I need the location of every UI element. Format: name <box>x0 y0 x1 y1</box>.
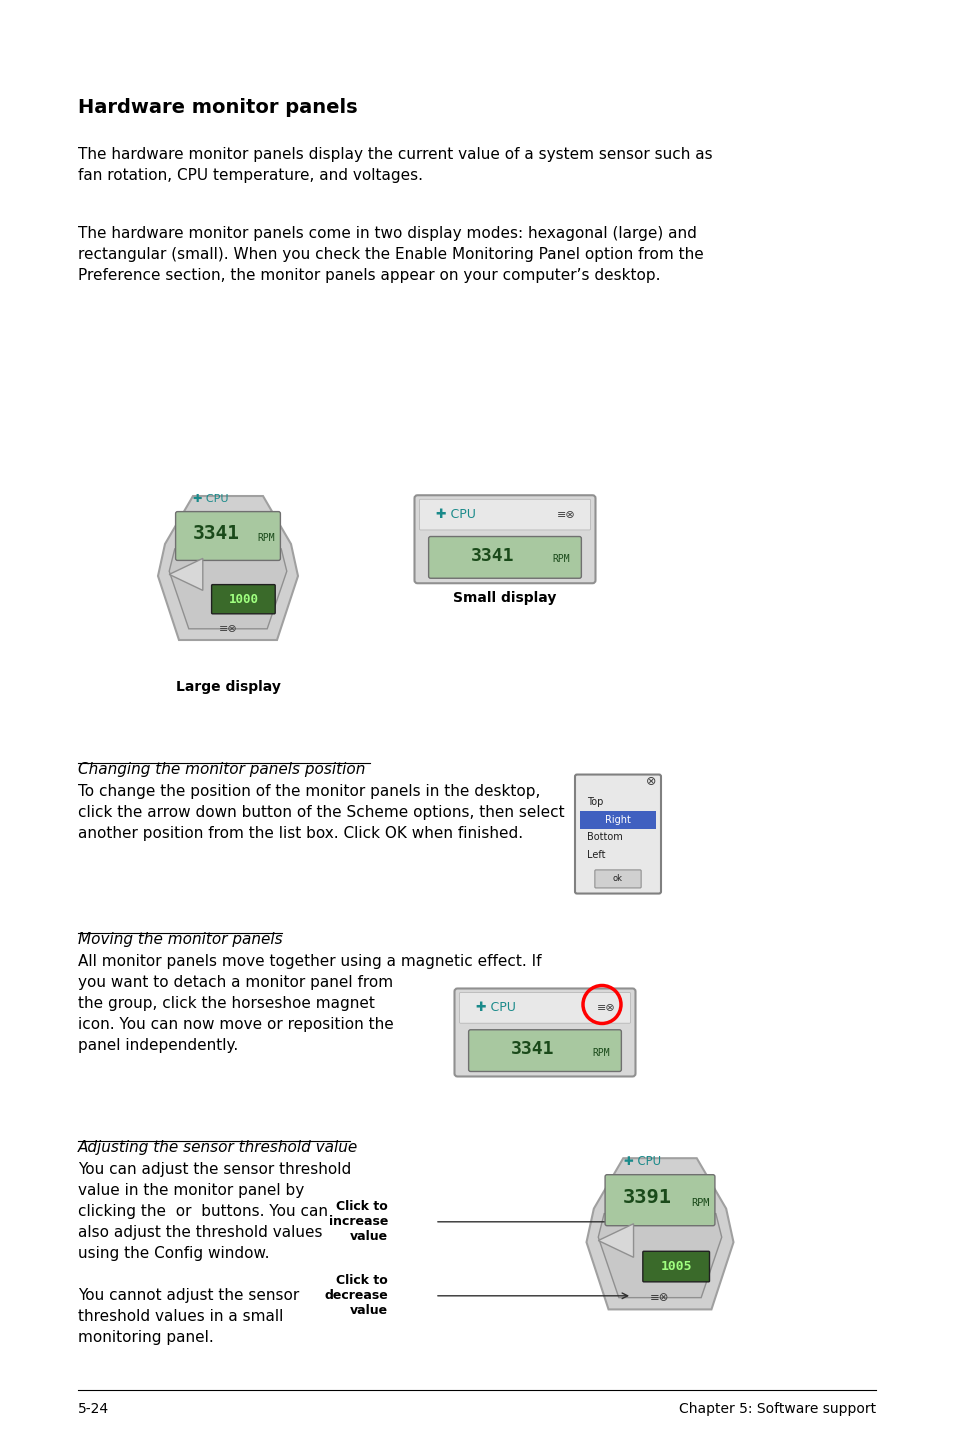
FancyBboxPatch shape <box>468 1030 620 1071</box>
Text: ✚ CPU: ✚ CPU <box>193 495 229 505</box>
Text: ≡⊗: ≡⊗ <box>557 509 575 519</box>
Text: 3341: 3341 <box>193 525 239 544</box>
Text: All monitor panels move together using a magnetic effect. If
you want to detach : All monitor panels move together using a… <box>78 953 541 1053</box>
Text: Hardware monitor panels: Hardware monitor panels <box>78 98 357 116</box>
Text: Left: Left <box>586 850 605 860</box>
Text: You can adjust the sensor threshold
value in the monitor panel by
clicking the  : You can adjust the sensor threshold valu… <box>78 1162 351 1261</box>
Polygon shape <box>586 1158 733 1310</box>
Text: 5-24: 5-24 <box>78 1402 109 1416</box>
FancyBboxPatch shape <box>414 495 595 584</box>
Text: RPM: RPM <box>592 1047 610 1057</box>
Text: To change the position of the monitor panels in the desktop,
click the arrow dow: To change the position of the monitor pa… <box>78 784 564 841</box>
Text: You cannot adjust the sensor
threshold values in a small
monitoring panel.: You cannot adjust the sensor threshold v… <box>78 1288 299 1346</box>
FancyBboxPatch shape <box>454 988 635 1077</box>
FancyBboxPatch shape <box>575 775 660 893</box>
FancyBboxPatch shape <box>604 1175 714 1225</box>
FancyBboxPatch shape <box>595 870 640 887</box>
Polygon shape <box>169 549 287 628</box>
Text: The hardware monitor panels come in two display modes: hexagonal (large) and
rec: The hardware monitor panels come in two … <box>78 226 703 283</box>
Polygon shape <box>158 496 297 640</box>
FancyBboxPatch shape <box>642 1251 709 1281</box>
Text: 1005: 1005 <box>659 1260 691 1273</box>
Polygon shape <box>169 558 203 591</box>
Text: Chapter 5: Software support: Chapter 5: Software support <box>679 1402 875 1416</box>
Text: Small display: Small display <box>453 591 557 605</box>
Text: Bottom: Bottom <box>586 833 622 843</box>
Text: Changing the monitor panels position: Changing the monitor panels position <box>78 762 365 777</box>
Text: Moving the monitor panels: Moving the monitor panels <box>78 932 282 946</box>
Text: Top: Top <box>586 797 602 807</box>
Text: ≡⊗: ≡⊗ <box>218 624 237 634</box>
Text: RPM: RPM <box>690 1198 709 1208</box>
Text: ≡⊗: ≡⊗ <box>650 1291 669 1304</box>
Text: ✚ CPU: ✚ CPU <box>623 1155 660 1168</box>
Polygon shape <box>598 1224 633 1257</box>
Text: RPM: RPM <box>552 554 570 564</box>
Text: ⊗: ⊗ <box>645 775 656 788</box>
Text: Large display: Large display <box>175 680 280 695</box>
Text: RPM: RPM <box>257 533 274 544</box>
Text: ✚ CPU: ✚ CPU <box>436 508 476 521</box>
Text: Click to
increase
value: Click to increase value <box>328 1201 388 1244</box>
Text: ok: ok <box>613 874 622 883</box>
Text: The hardware monitor panels display the current value of a system sensor such as: The hardware monitor panels display the … <box>78 147 712 183</box>
Text: 3341: 3341 <box>471 546 515 565</box>
FancyBboxPatch shape <box>212 585 274 614</box>
Text: Click to
decrease
value: Click to decrease value <box>324 1274 388 1317</box>
Text: ≡⊗: ≡⊗ <box>597 1002 615 1012</box>
Text: 3341: 3341 <box>511 1040 555 1058</box>
FancyBboxPatch shape <box>175 512 280 561</box>
Text: Adjusting the sensor threshold value: Adjusting the sensor threshold value <box>78 1140 358 1155</box>
Text: 1000: 1000 <box>228 592 258 605</box>
Text: 3391: 3391 <box>622 1188 671 1208</box>
FancyBboxPatch shape <box>428 536 580 578</box>
Polygon shape <box>598 1214 721 1297</box>
FancyBboxPatch shape <box>459 992 630 1024</box>
FancyBboxPatch shape <box>579 811 655 828</box>
FancyBboxPatch shape <box>419 499 590 531</box>
Text: Right: Right <box>604 815 630 824</box>
Text: ✚ CPU: ✚ CPU <box>476 1001 516 1014</box>
